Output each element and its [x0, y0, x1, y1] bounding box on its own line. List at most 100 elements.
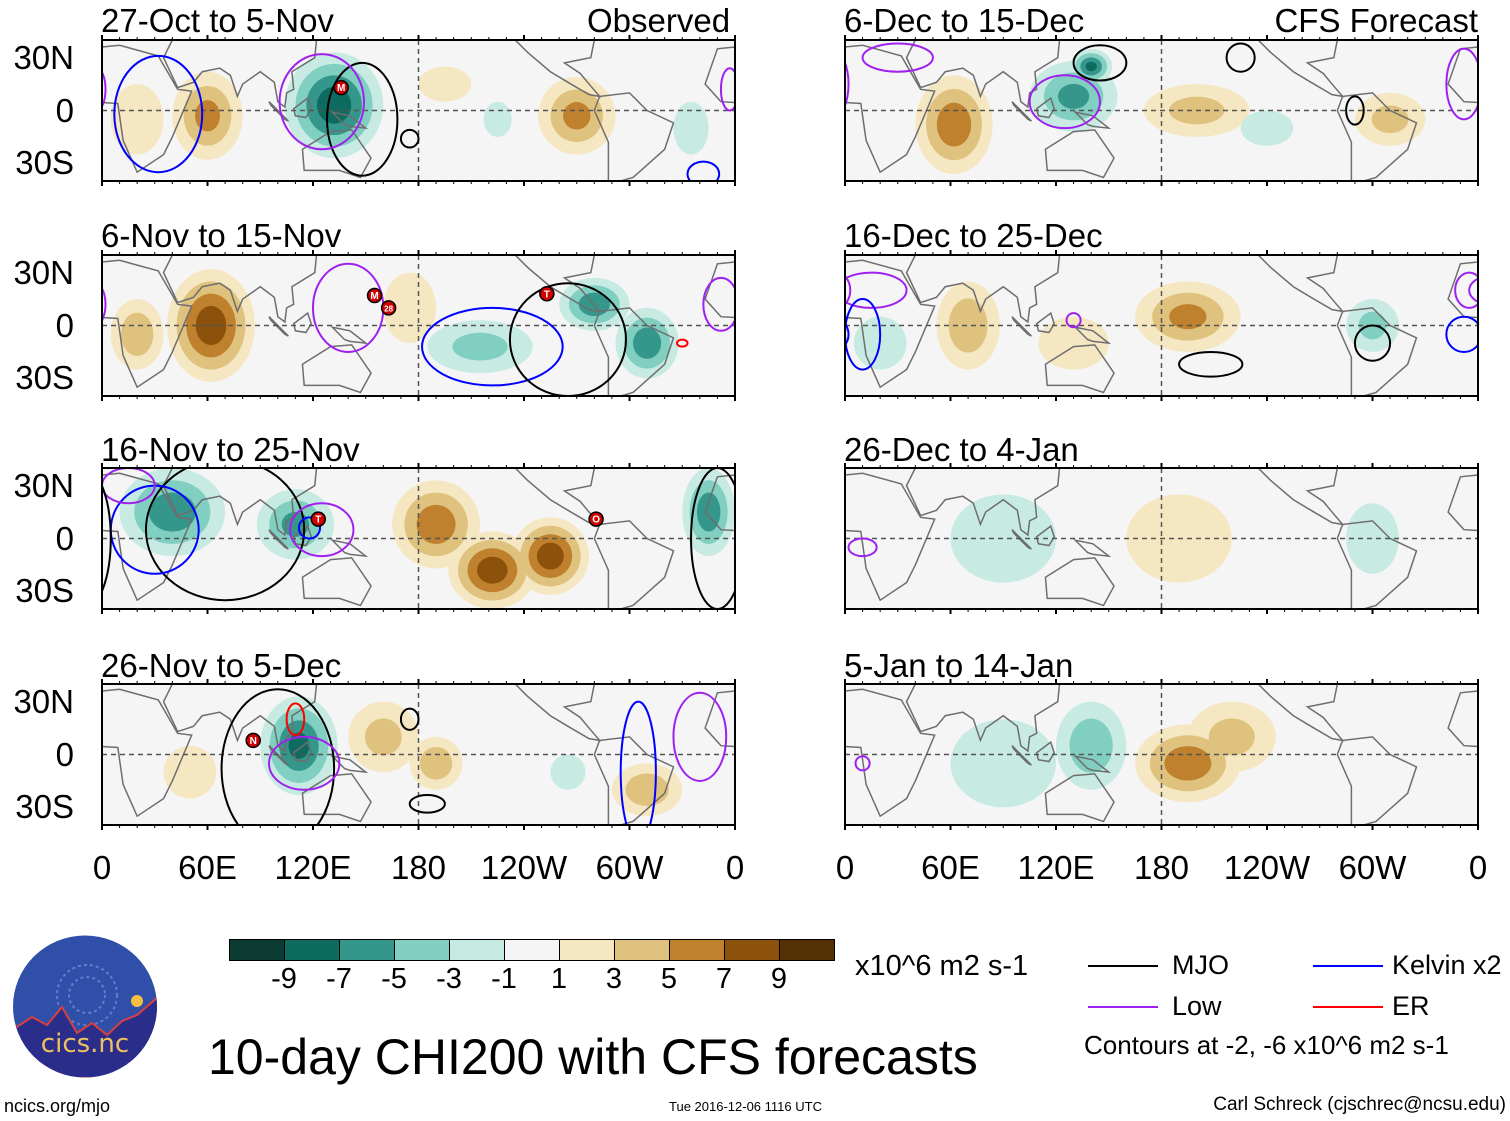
low-contour — [1468, 277, 1478, 304]
coastline — [1044, 129, 1115, 179]
storm-label: T — [544, 289, 550, 300]
kelvin-contour — [421, 306, 564, 387]
panel-title: 6-Dec to 15-Dec — [844, 2, 1085, 39]
longitude-label: 180 — [390, 849, 447, 886]
coastline — [845, 44, 936, 174]
colorbar-swatch — [284, 939, 340, 961]
storm-label: N — [250, 736, 257, 747]
low-contour — [702, 276, 735, 332]
coastline — [1336, 736, 1418, 825]
kelvin-contour — [113, 54, 204, 174]
coastline — [268, 529, 289, 550]
coastline — [514, 468, 602, 526]
anomaly-region — [625, 773, 669, 807]
low-contour — [102, 286, 107, 323]
coastline — [1044, 557, 1115, 607]
low-contour — [845, 275, 852, 306]
legend-mjo-label: MJO — [1172, 950, 1229, 980]
logo-text: cics.nc — [41, 1029, 129, 1059]
colorbar-label: 9 — [770, 963, 788, 995]
legend-kelvin-label: Kelvin x2 — [1392, 950, 1502, 980]
coastline — [1073, 755, 1112, 774]
er-contour — [675, 338, 689, 348]
longitude-label: 120W — [480, 849, 568, 886]
anomaly-region — [950, 719, 1056, 808]
coastline — [1336, 520, 1418, 609]
low-contour — [1065, 312, 1082, 329]
latitude-label: 30N — [13, 253, 74, 291]
coastline — [268, 745, 289, 766]
latitude-label: 0 — [55, 519, 74, 557]
anomaly-region — [1371, 105, 1409, 134]
mjo-contour — [399, 707, 420, 731]
low-contour — [278, 53, 365, 151]
anomaly-region — [673, 101, 709, 155]
coastline — [905, 40, 1061, 109]
panel-title: 16-Nov to 25-Nov — [101, 431, 360, 468]
kelvin-contour — [845, 322, 850, 347]
coastline — [162, 468, 318, 537]
low-contour — [102, 468, 156, 505]
anomaly-region — [477, 556, 508, 584]
anomaly-region — [1240, 110, 1294, 146]
coastline — [593, 92, 675, 181]
anomaly-region — [364, 718, 402, 756]
map-panel — [844, 679, 1479, 830]
longitude-label: 120W — [1223, 849, 1311, 886]
storm-marker: M — [333, 79, 349, 96]
latitude-label: 30S — [15, 359, 74, 397]
colorbar-swatch — [669, 939, 725, 961]
coastline — [162, 684, 318, 753]
low-contour — [1445, 47, 1478, 121]
coastline — [1257, 684, 1345, 742]
cics-logo: cics.nc — [12, 935, 158, 1078]
latitude-label: 0 — [55, 306, 74, 344]
mjo-contour — [220, 688, 336, 825]
coastline — [514, 255, 602, 313]
low-contour — [845, 271, 908, 309]
coastline — [162, 40, 318, 109]
panel-title: 6-Nov to 15-Nov — [101, 217, 342, 254]
anomaly-region — [633, 327, 662, 359]
map-panel — [844, 463, 1479, 614]
map-panel: N — [101, 679, 736, 830]
coastline — [1035, 524, 1056, 547]
colorbar-label: 1 — [550, 963, 568, 995]
coastline — [1035, 740, 1056, 763]
coastline — [1035, 311, 1056, 334]
mjo-contour — [1178, 350, 1244, 378]
anomaly-region — [1164, 746, 1212, 781]
map-panel: M — [101, 35, 736, 186]
latitude-label: 30N — [13, 682, 74, 720]
coastline — [162, 255, 318, 324]
longitude-label: 180 — [1133, 849, 1190, 886]
legend-er-line — [1313, 1006, 1383, 1008]
footer-timestamp: Tue 2016-12-06 1116 UTC — [669, 1099, 822, 1114]
cfs-forecast-label: CFS Forecast — [1274, 2, 1478, 39]
legend-er-label: ER — [1392, 991, 1430, 1021]
coastline — [905, 255, 1061, 324]
coastline — [845, 472, 936, 602]
panel-title: 26-Dec to 4-Jan — [844, 431, 1079, 468]
storm-marker: N — [245, 732, 261, 749]
coastline — [292, 96, 313, 119]
anomaly-region — [1208, 718, 1255, 756]
panel-title: 26-Nov to 5-Dec — [101, 647, 342, 684]
longitude-label: 120E — [1017, 849, 1095, 886]
footer-url[interactable]: ncics.org/mjo — [4, 1096, 111, 1116]
low-contour — [847, 537, 878, 558]
mjo-contour — [144, 468, 306, 602]
coastline — [330, 755, 369, 774]
coastline — [1257, 468, 1345, 526]
low-contour — [672, 691, 728, 782]
coastline — [593, 520, 675, 609]
coastline — [301, 557, 372, 607]
coastline — [301, 129, 372, 179]
coastline — [514, 684, 602, 742]
coastline — [845, 688, 936, 818]
anomaly-region — [120, 312, 154, 357]
coastline — [1011, 101, 1032, 122]
panel-title: 5-Jan to 14-Jan — [844, 647, 1074, 684]
coastline — [1044, 773, 1115, 823]
coastline — [102, 688, 193, 818]
